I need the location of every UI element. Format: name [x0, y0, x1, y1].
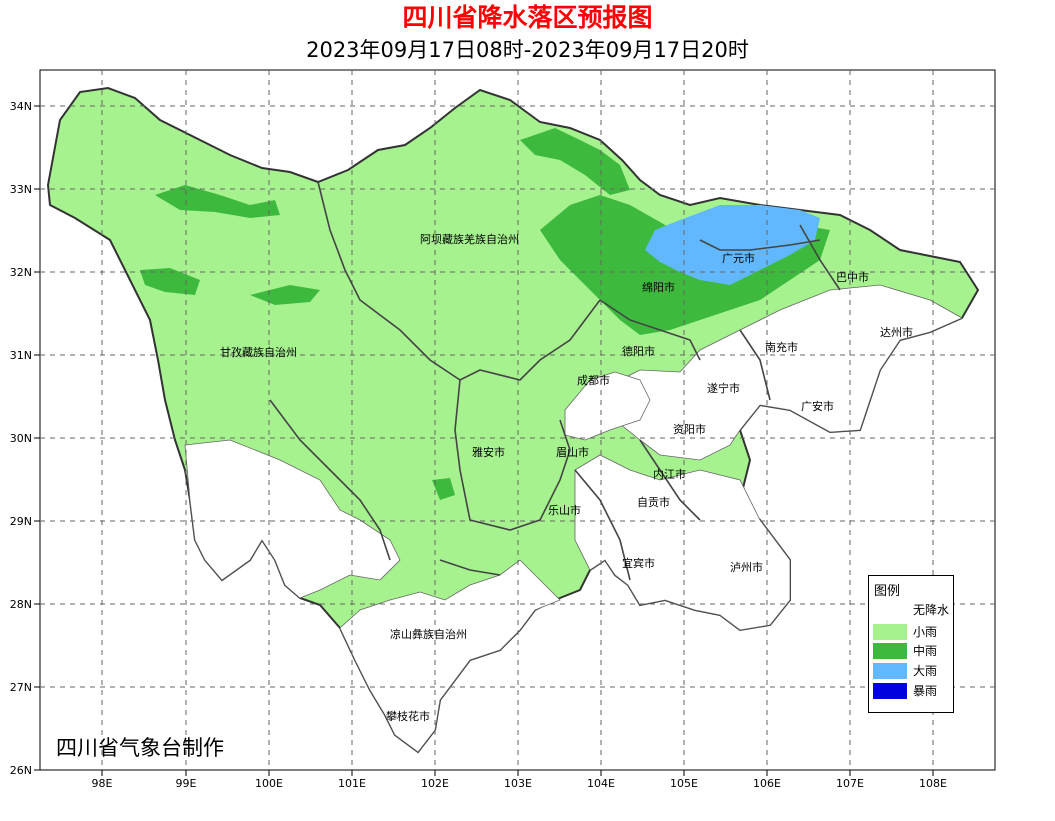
legend-swatch: [873, 683, 907, 699]
legend-item-moderate-rain: 中雨: [873, 643, 951, 659]
lat-tick-label: 29N: [10, 515, 32, 528]
region-label-leshan: 乐山市: [548, 503, 581, 517]
map-subtitle: 2023年09月17日08时-2023年09月17日20时: [306, 38, 749, 62]
legend-item-heavy-rain: 大雨: [873, 663, 951, 679]
heavy-rain-area: [645, 205, 820, 285]
no-rain-southwest: [184, 439, 401, 599]
moderate-rain-mid: [250, 285, 320, 305]
lat-tick-label: 32N: [10, 266, 32, 279]
lon-tick-label: 103E: [504, 777, 532, 790]
region-label-zigong: 自贡市: [637, 495, 670, 509]
region-label-panzhihua: 攀枝花市: [386, 709, 430, 723]
moderate-rain-ya-an: [432, 478, 455, 500]
region-label-mianyang: 绵阳市: [642, 280, 675, 294]
credit-text: 四川省气象台制作: [56, 736, 224, 760]
lon-tick-label: 102E: [421, 777, 449, 790]
region-label-deyang: 德阳市: [622, 344, 655, 358]
moderate-rain-west: [140, 268, 200, 295]
region-label-guangan: 广安市: [801, 399, 834, 413]
lat-tick-label: 28N: [10, 598, 32, 611]
lat-tick-label: 30N: [10, 432, 32, 445]
axis-ticks: [34, 105, 934, 776]
lon-tick-label: 98E: [92, 777, 113, 790]
lon-tick-label: 100E: [255, 777, 283, 790]
lon-tick-label: 99E: [176, 777, 197, 790]
lon-tick-label: 101E: [338, 777, 366, 790]
legend-item-no-rain: 无降水: [873, 602, 951, 618]
no-rain-south: [339, 559, 561, 753]
legend-label: 小雨: [913, 625, 938, 639]
graticule: [40, 70, 995, 770]
legend-label: 暴雨: [913, 684, 938, 698]
region-label-ganzi: 甘孜藏族自治州: [220, 345, 297, 359]
legend-swatch: [873, 663, 907, 679]
lon-tick-label: 106E: [753, 777, 781, 790]
region-label-guangyuan: 广元市: [722, 251, 755, 265]
legend-item-rainstorm: 暴雨: [873, 683, 951, 699]
region-label-chengdu: 成都市: [577, 373, 610, 387]
region-label-yibin: 宜宾市: [622, 556, 655, 570]
lat-tick-label: 33N: [10, 183, 32, 196]
legend-item-light-rain: 小雨: [873, 624, 951, 640]
region-label-ziyang: 资阳市: [673, 422, 706, 436]
lon-tick-label: 107E: [836, 777, 864, 790]
prefecture-boundaries: [269, 181, 841, 581]
region-label-luzhou: 泸州市: [730, 560, 763, 574]
lat-tick-label: 31N: [10, 349, 32, 362]
region-label-neijiang: 内江市: [653, 467, 686, 481]
region-label-suining: 遂宁市: [707, 381, 740, 395]
lat-tick-label: 27N: [10, 681, 32, 694]
legend-swatch: [873, 624, 907, 640]
lon-tick-label: 104E: [587, 777, 615, 790]
lon-tick-label: 108E: [919, 777, 947, 790]
legend-label: 大雨: [913, 664, 938, 678]
legend-label: 无降水: [913, 603, 950, 617]
region-label-aba: 阿坝藏族羌族自治州: [420, 232, 519, 246]
region-label-nanchong: 南充市: [765, 340, 798, 354]
region-label-yaan: 雅安市: [472, 445, 505, 459]
region-label-meishan: 眉山市: [556, 445, 589, 459]
legend-title: 图例: [874, 584, 901, 599]
legend-swatch: [873, 643, 907, 659]
moderate-rain-ne: [520, 128, 630, 195]
region-label-dazhou: 达州市: [880, 325, 913, 339]
legend: 图例 无降水 小雨 中雨 大雨 暴雨: [868, 575, 954, 713]
legend-label: 中雨: [913, 644, 938, 658]
lat-tick-label: 34N: [10, 100, 32, 113]
lat-tick-label: 26N: [10, 764, 32, 777]
region-label-bazhong: 巴中市: [836, 270, 869, 284]
map-title: 四川省降水落区预报图: [402, 3, 653, 32]
legend-swatch: [873, 602, 907, 618]
region-label-liangshan: 凉山彝族自治州: [390, 627, 467, 641]
no-rain-southeast: [574, 454, 791, 631]
lon-tick-label: 105E: [670, 777, 698, 790]
